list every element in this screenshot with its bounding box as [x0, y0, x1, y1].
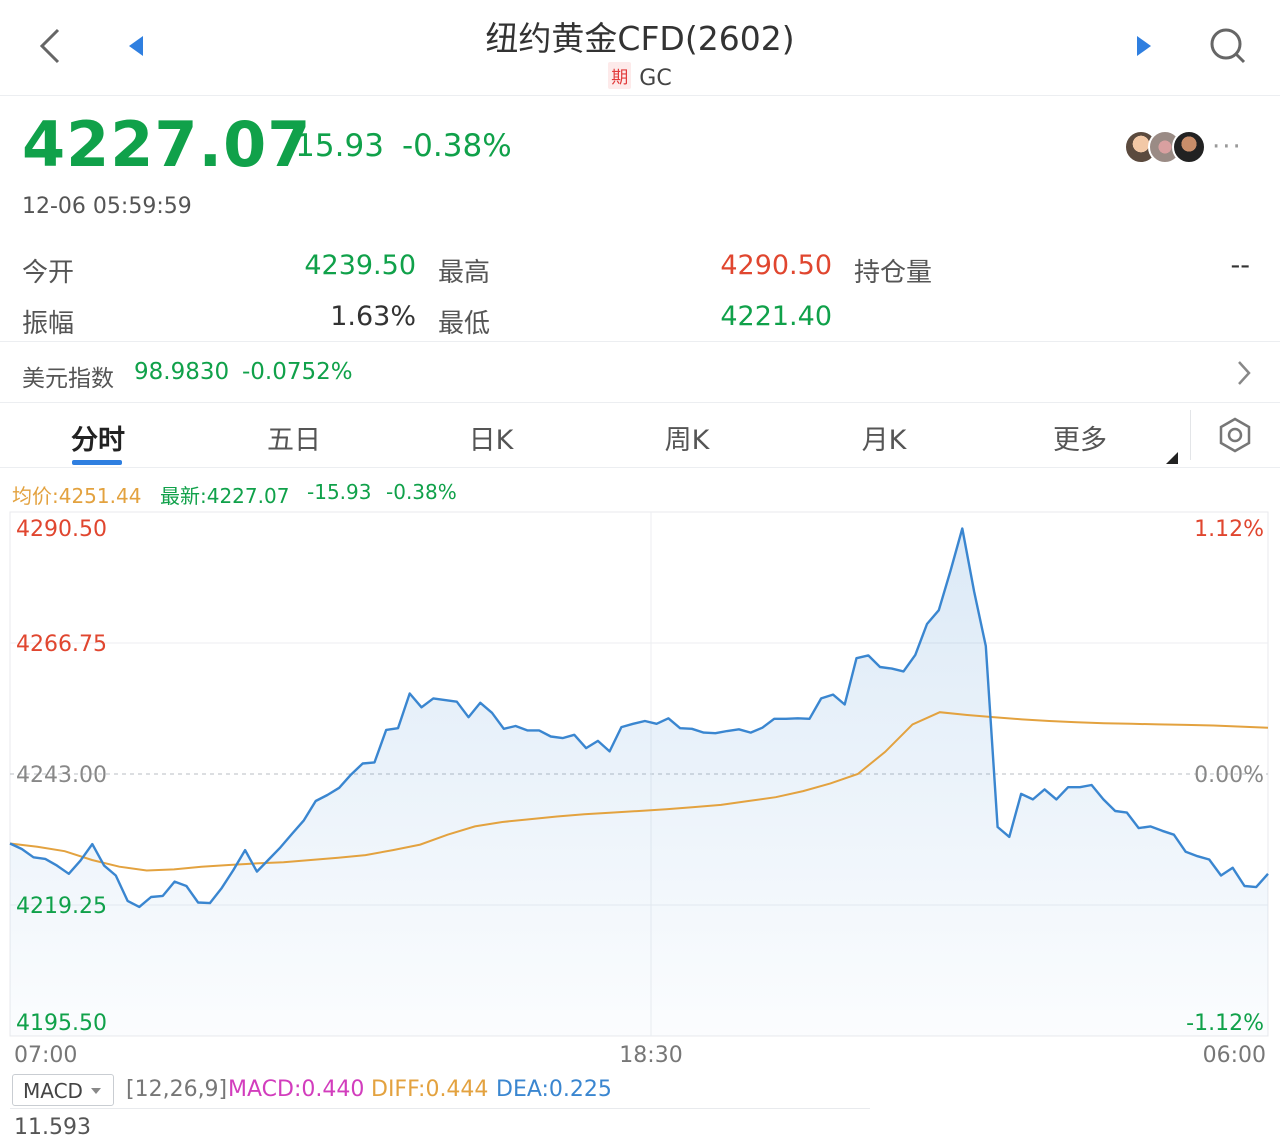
more-icon[interactable]: ··· [1212, 132, 1243, 162]
high-label: 最高 [438, 258, 491, 288]
price-change: -15.93 [284, 128, 384, 164]
y-tick-label: 4266.75 [16, 632, 107, 657]
latest-change-readout: -15.93 [307, 480, 372, 504]
low-label: 最低 [438, 309, 491, 339]
futures-tag: 期 [608, 62, 632, 89]
usd-index-row[interactable]: 美元指数 98.9830 -0.0752% [0, 341, 1280, 403]
amplitude-value: 1.63% [330, 301, 416, 332]
active-tab-indicator [72, 460, 122, 465]
last-price: 4227.07 [22, 108, 312, 181]
open-value: 4239.50 [304, 250, 416, 281]
top-nav-bar: 纽约黄金CFD(2602) 期 GC [0, 0, 1280, 96]
back-chevron-icon[interactable] [28, 22, 72, 70]
x-tick-label: 06:00 [1203, 1043, 1266, 1068]
indicator-selector-label: MACD [23, 1079, 83, 1103]
y-tick-label: 4219.25 [16, 894, 107, 919]
tab-more[interactable]: 更多 [1053, 425, 1107, 456]
amplitude-label: 振幅 [22, 309, 75, 339]
symbol-code: GC [639, 66, 672, 91]
open-interest-value: -- [1230, 250, 1251, 281]
pct-tick-label: 1.12% [1194, 517, 1264, 542]
quote-timestamp: 12-06 05:59:59 [22, 194, 192, 219]
avatar [1172, 130, 1206, 164]
search-icon[interactable] [1206, 22, 1250, 70]
usd-index-label: 美元指数 [22, 366, 114, 392]
x-tick-label: 18:30 [619, 1043, 682, 1068]
more-dropdown-icon [1166, 452, 1178, 464]
low-value: 4221.40 [720, 301, 832, 332]
average-price-line [9, 711, 1269, 872]
pct-tick-label: 0.00% [1194, 763, 1264, 788]
intraday-chart[interactable]: 4290.50 4266.75 4243.00 4219.25 4195.50 1.12%… [0, 500, 1280, 1070]
latest-change-pct-readout: -0.38% [386, 480, 457, 504]
next-triangle-icon[interactable] [1122, 22, 1166, 70]
tab-weekly-k[interactable]: 周K [664, 425, 710, 456]
chart-axis-labels: 4290.50 4266.75 4243.00 4219.25 4195.50 1.12%… [14, 517, 1266, 1068]
chart-tabs: 分时 五日 日K 周K 月K 更多 [0, 404, 1280, 468]
dea-value: DEA:0.225 [496, 1077, 612, 1102]
y-tick-label: 4243.00 [16, 763, 107, 788]
tab-intraday[interactable]: 分时 [71, 425, 125, 456]
prev-triangle-icon[interactable] [114, 22, 158, 70]
x-tick-label: 07:00 [14, 1043, 77, 1068]
open-interest-label: 持仓量 [854, 258, 933, 288]
divider [10, 1108, 870, 1109]
settings-gear-icon[interactable] [1216, 416, 1254, 458]
diff-value: DIFF:0.444 [371, 1077, 489, 1102]
pct-tick-label: -1.12% [1186, 1011, 1264, 1036]
latest-price-readout: 最新:4227.07 [160, 484, 290, 508]
avg-price-readout: 均价:4251.44 [12, 484, 142, 508]
symbol-line: 期 GC [0, 62, 1280, 91]
page-title: 纽约黄金CFD(2602) [485, 19, 795, 58]
tab-five-day[interactable]: 五日 [267, 425, 321, 456]
indicator-selector[interactable]: MACD [12, 1074, 114, 1106]
price-area-fill [10, 528, 1268, 1036]
y-tick-label: 4195.50 [16, 1011, 107, 1036]
high-value: 4290.50 [720, 250, 832, 281]
usd-index-change: -0.0752% [242, 359, 353, 385]
tab-daily-k[interactable]: 日K [468, 425, 514, 456]
y-tick-label: 4290.50 [16, 517, 107, 542]
tab-divider [1190, 410, 1191, 460]
caret-down-icon [91, 1088, 101, 1094]
macd-params: [12,26,9] [126, 1077, 228, 1102]
macd-value: MACD:0.440 [228, 1077, 365, 1102]
chevron-right-icon [1236, 360, 1252, 390]
open-label: 今开 [22, 258, 75, 288]
macd-scale-top: 11.593 [14, 1115, 91, 1140]
tab-monthly-k[interactable]: 月K [861, 425, 907, 456]
price-change-pct: -0.38% [402, 128, 512, 164]
usd-index-value: 98.9830 [134, 359, 230, 385]
price-line [9, 527, 1269, 909]
